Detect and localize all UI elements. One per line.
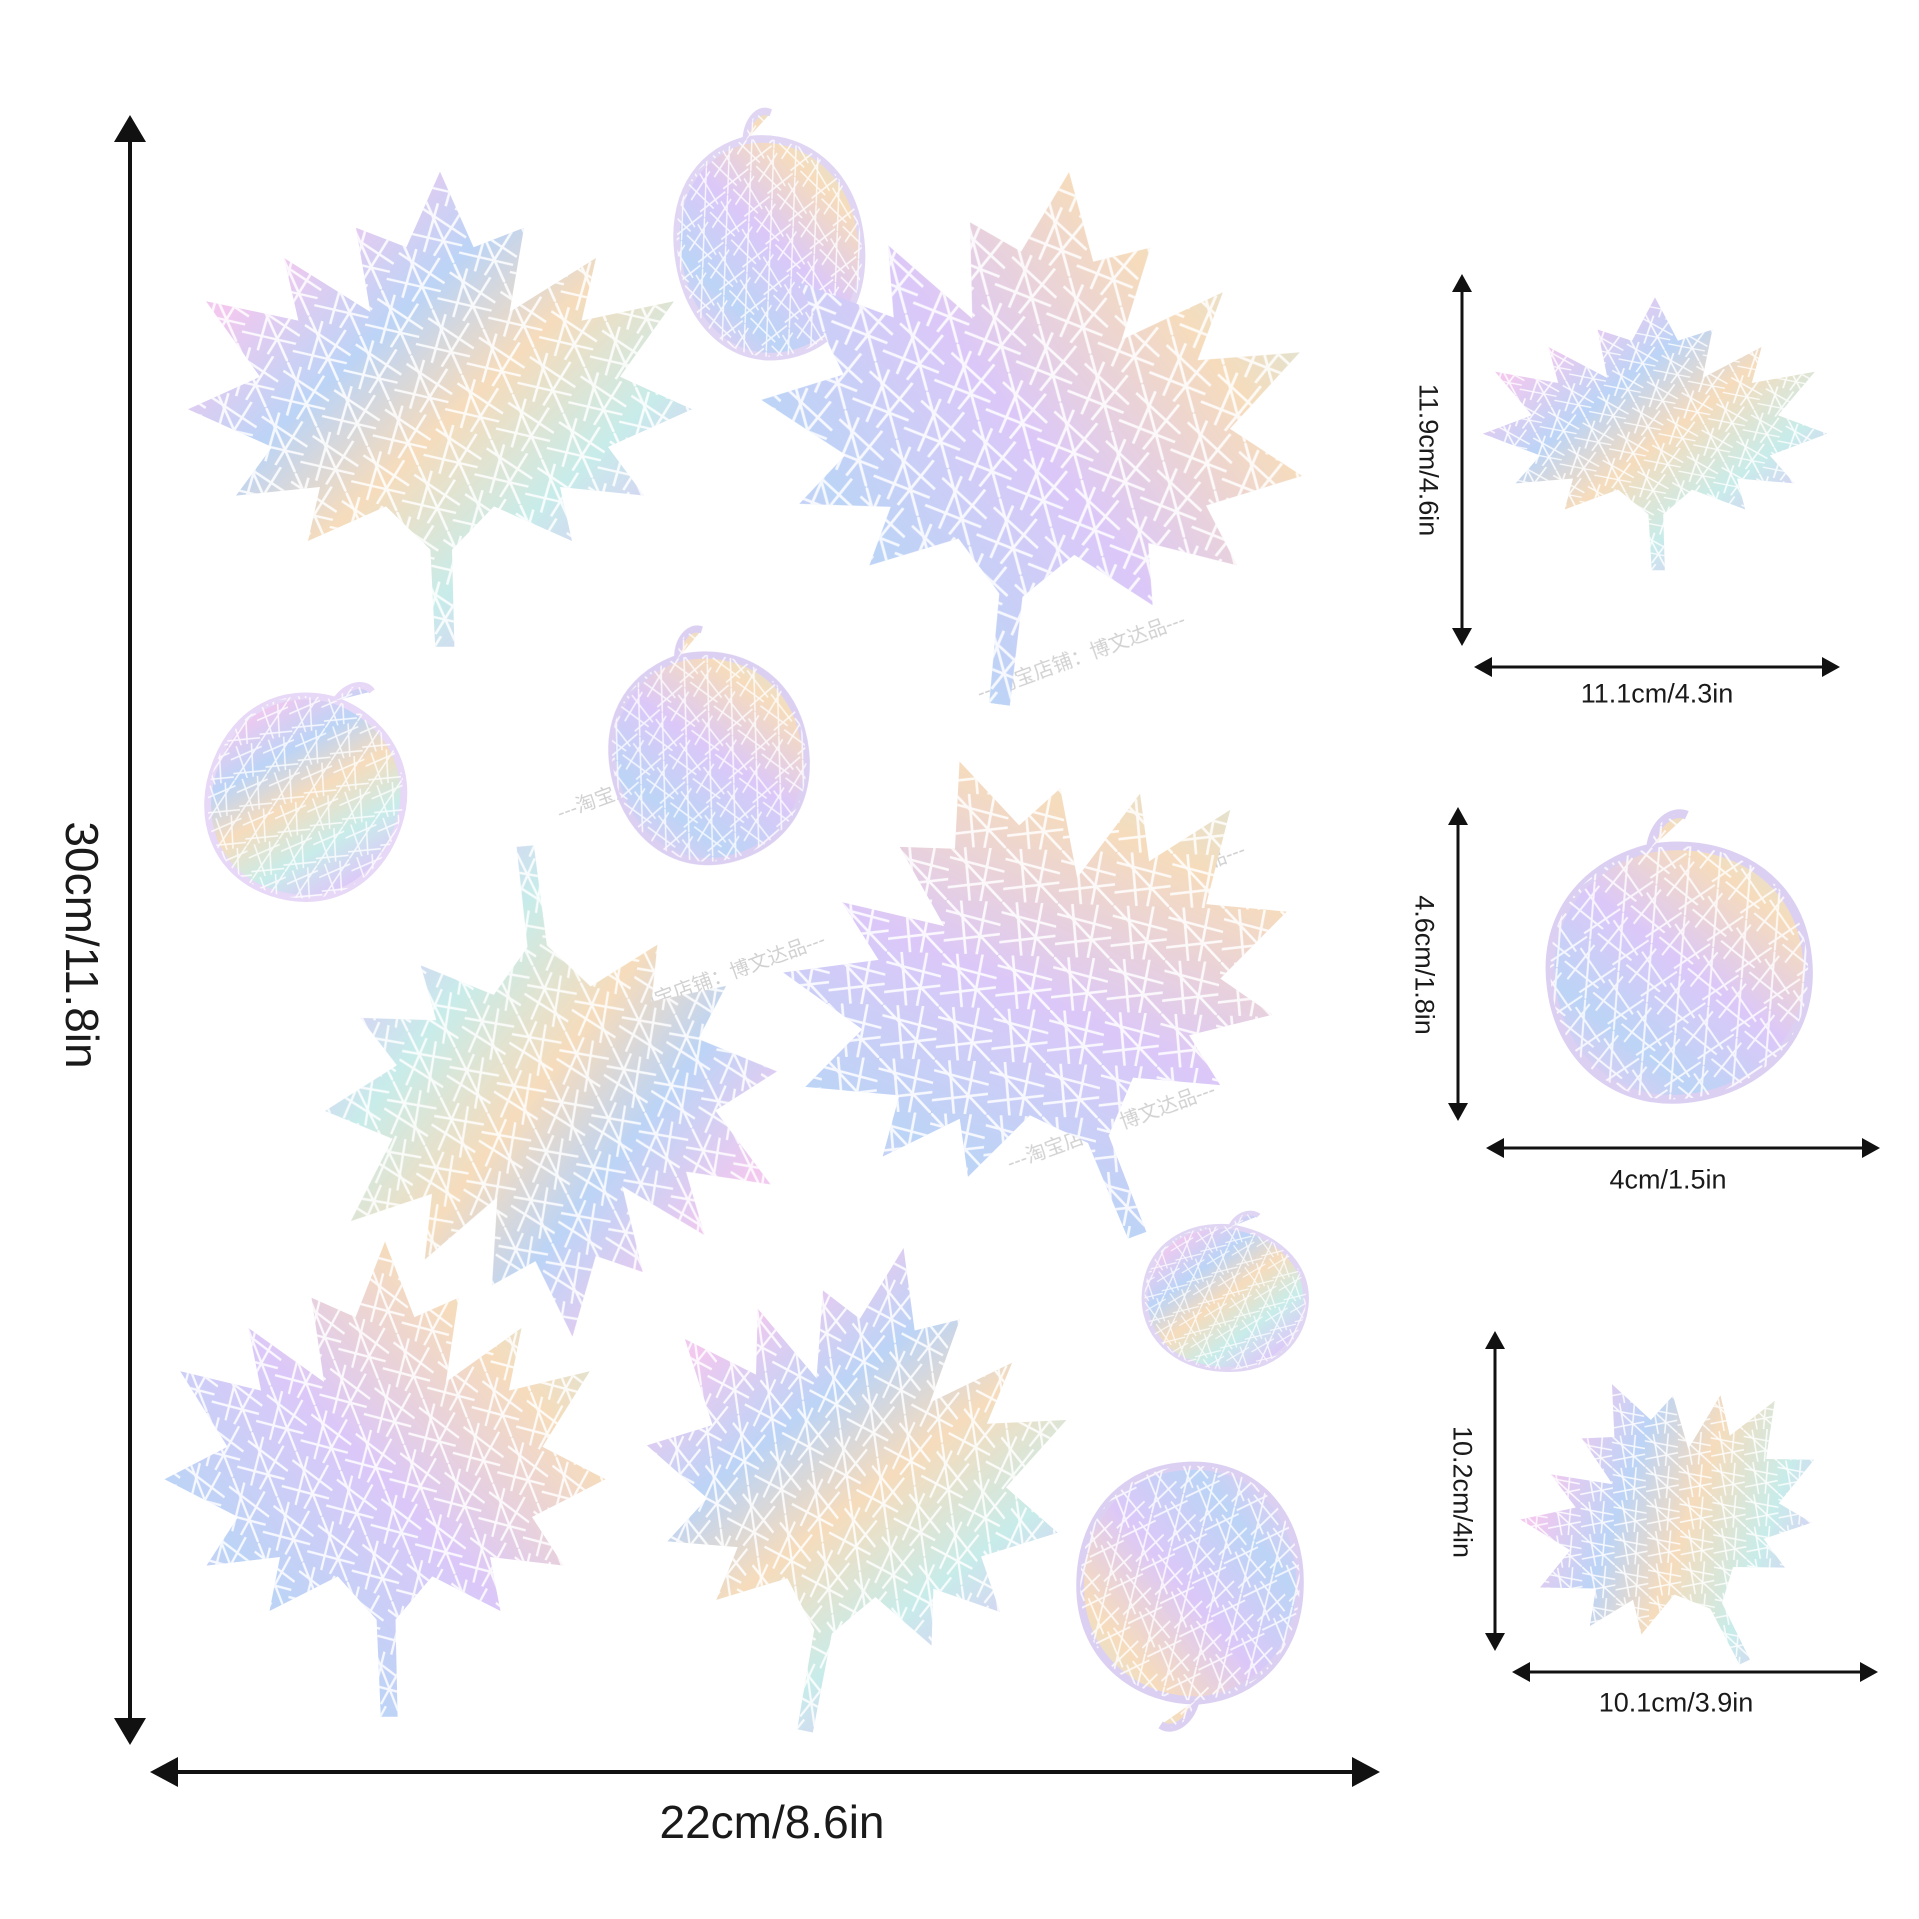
sample-2-height-label: 4.6cm/1.8in	[1409, 895, 1440, 1035]
sample-leaf-1	[1482, 297, 1828, 571]
sample-1-height-label: 11.9cm/4.6in	[1413, 383, 1444, 537]
sheet-height-label: 30cm/11.8in	[56, 821, 108, 1069]
sheet-width-label: 22cm/8.6in	[659, 1796, 885, 1848]
sample-1-width-arrow	[1474, 657, 1840, 677]
maple-leaf-sticker	[164, 1241, 606, 1717]
sample-1-height-arrow	[1452, 274, 1472, 646]
sample-1-width-label: 11.1cm/4.3in	[1580, 678, 1734, 709]
sheet-width-arrow	[150, 1757, 1380, 1787]
round-leaf-sticker	[583, 609, 829, 882]
sample-3-width-label: 10.1cm/3.9in	[1598, 1687, 1754, 1718]
sticker-sheet-leaves	[164, 99, 1374, 1774]
sample-3-height-arrow	[1485, 1331, 1505, 1651]
sample-3-height-label: 10.2cm/4in	[1447, 1425, 1478, 1559]
sample-3-width-arrow	[1512, 1662, 1878, 1682]
sample-2-width-arrow	[1486, 1138, 1880, 1158]
maple-leaf-sticker	[187, 171, 692, 647]
round-leaf-sticker	[1080, 1466, 1300, 1728]
sample-leaf-3	[1474, 1320, 1880, 1728]
maple-leaf-sticker	[718, 673, 1374, 1325]
sample-2-height-arrow	[1448, 807, 1468, 1121]
round-leaf-sticker	[1135, 1200, 1317, 1380]
sheet-height-arrow	[114, 115, 146, 1745]
sample-leaf-2	[1525, 796, 1828, 1119]
round-leaf-sticker	[181, 647, 439, 925]
maple-leaf-sticker	[595, 1204, 1109, 1774]
dimension-arrows	[114, 115, 1880, 1787]
sample-2-width-label: 4cm/1.5in	[1609, 1164, 1727, 1195]
